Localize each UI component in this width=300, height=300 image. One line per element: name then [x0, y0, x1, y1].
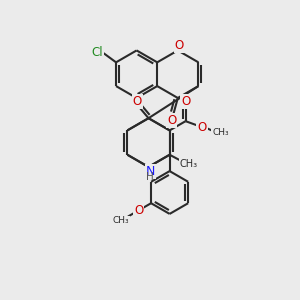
Text: CH₃: CH₃	[180, 159, 198, 169]
Text: N: N	[146, 165, 155, 178]
Text: O: O	[133, 95, 142, 108]
Text: CH₃: CH₃	[112, 216, 129, 225]
Text: CH₃: CH₃	[212, 128, 229, 137]
Text: O: O	[181, 95, 190, 108]
Text: O: O	[197, 121, 207, 134]
Text: H: H	[146, 172, 154, 182]
Text: Cl: Cl	[91, 46, 103, 59]
Text: O: O	[167, 114, 176, 127]
Text: O: O	[175, 39, 184, 52]
Text: O: O	[134, 204, 143, 217]
